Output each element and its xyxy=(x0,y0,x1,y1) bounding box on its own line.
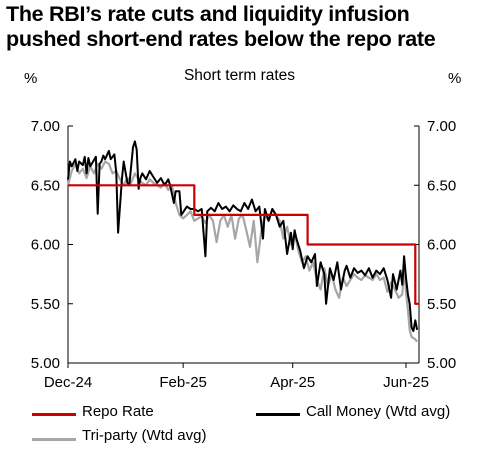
y-tick-label-left: 5.00 xyxy=(31,355,60,372)
legend-label-call-money: Call Money (Wtd avg) xyxy=(306,403,451,420)
legend-swatch-call-money xyxy=(256,413,300,416)
headline-line-2: pushed short-end rates below the repo ra… xyxy=(6,27,436,51)
y-tick-label-left: 7.00 xyxy=(31,118,60,135)
legend-label-tri-party: Tri-party (Wtd avg) xyxy=(82,427,207,444)
legend-swatch-repo-rate xyxy=(32,413,76,416)
headline-line-1: The RBI’s rate cuts and liquidity infusi… xyxy=(6,2,410,26)
left-axis-unit: % xyxy=(24,70,38,87)
tri-party-line xyxy=(66,160,418,343)
right-axis-unit: % xyxy=(448,70,462,87)
y-tick-label-right: 6.50 xyxy=(427,177,456,194)
y-tick-label-left: 5.50 xyxy=(31,296,60,313)
y-tick-label-right: 5.50 xyxy=(427,296,456,313)
x-tick-label: Dec-24 xyxy=(44,374,92,391)
chart-headline: The RBI’s rate cuts and liquidity infusi… xyxy=(6,2,476,52)
legend-label-repo-rate: Repo Rate xyxy=(82,403,154,420)
repo-rate-line xyxy=(68,184,419,305)
y-tick-label-left: 6.00 xyxy=(31,237,60,254)
y-tick-label-right: 7.00 xyxy=(427,118,456,135)
call-money-line xyxy=(67,140,419,332)
y-tick-label-left: 6.50 xyxy=(31,177,60,194)
legend-swatch-tri-party xyxy=(32,438,76,441)
y-tick-label-right: 5.00 xyxy=(427,355,456,372)
x-tick-label: Apr-25 xyxy=(270,374,315,391)
x-tick-label: Jun-25 xyxy=(383,374,429,391)
x-tick-label: Feb-25 xyxy=(159,374,207,391)
y-tick-label-right: 6.00 xyxy=(427,237,456,254)
chart-title: Short term rates xyxy=(183,67,296,84)
